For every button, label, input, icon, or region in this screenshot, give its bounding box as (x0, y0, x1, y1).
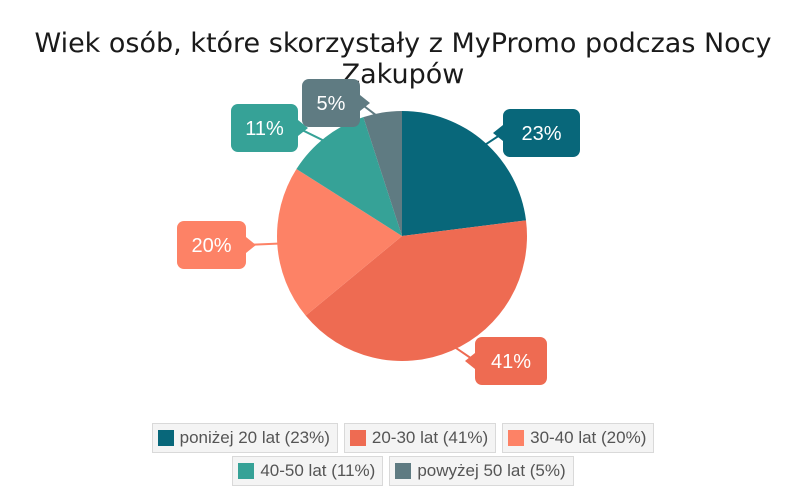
legend-item-40-50[interactable]: 40-50 lat (11%) (232, 456, 384, 486)
legend-item-under-20[interactable]: poniżej 20 lat (23%) (151, 423, 338, 453)
pie-slice[interactable] (277, 169, 402, 316)
callout-pointer (246, 237, 256, 253)
legend-label: 40-50 lat (11%) (260, 461, 376, 480)
callout-pointer (465, 353, 475, 369)
callout-pointer (493, 125, 503, 141)
pie-slice[interactable] (402, 111, 527, 236)
callout-pointer (298, 120, 308, 136)
slice-value-label: 5% (317, 93, 346, 115)
pie-slice[interactable] (363, 111, 402, 236)
pie-slice[interactable] (305, 220, 527, 362)
slice-value-label: 41% (491, 351, 531, 373)
legend-item-over-50[interactable]: powyżej 50 lat (5%) (389, 456, 574, 486)
legend-item-30-40[interactable]: 30-40 lat (20%) (502, 423, 655, 453)
legend-item-20-30[interactable]: 20-30 lat (41%) (343, 423, 497, 453)
legend-swatch (238, 463, 255, 479)
legend-label: poniżej 20 lat (23%) (179, 428, 330, 447)
legend-label: powyżej 50 lat (5%) (417, 461, 566, 480)
legend-swatch (508, 430, 525, 446)
callout-pointer (360, 95, 370, 111)
pie-slice[interactable] (296, 117, 402, 236)
legend-swatch (395, 463, 412, 479)
legend-swatch (349, 430, 366, 446)
legend-row-2: 40-50 lat (11%) powyżej 50 lat (5%) (232, 456, 574, 486)
legend-label: 30-40 lat (20%) (530, 428, 647, 447)
callout-box (302, 79, 360, 127)
callout-box (177, 221, 246, 269)
slice-value-label: 11% (245, 118, 284, 140)
slice-callouts: 23% 41% 20% 11% 5% (177, 79, 580, 385)
callout-box (475, 337, 547, 385)
slice-value-label: 23% (521, 123, 561, 145)
slice-value-label: 20% (191, 235, 231, 257)
callout-box (503, 109, 580, 157)
legend-label: 20-30 lat (41%) (371, 428, 489, 447)
pie-chart: 23% 41% 20% 11% 5% (177, 79, 580, 385)
legend-row-1: poniżej 20 lat (23%) 20-30 lat (41%) 30-… (151, 423, 655, 453)
callout-box (231, 104, 298, 152)
chart-title: Wiek osób, które skorzystały z MyPromo p… (34, 28, 772, 90)
legend: poniżej 20 lat (23%) 20-30 lat (41%) 30-… (0, 423, 806, 486)
legend-swatch (157, 430, 174, 446)
pie-slices (277, 111, 527, 362)
